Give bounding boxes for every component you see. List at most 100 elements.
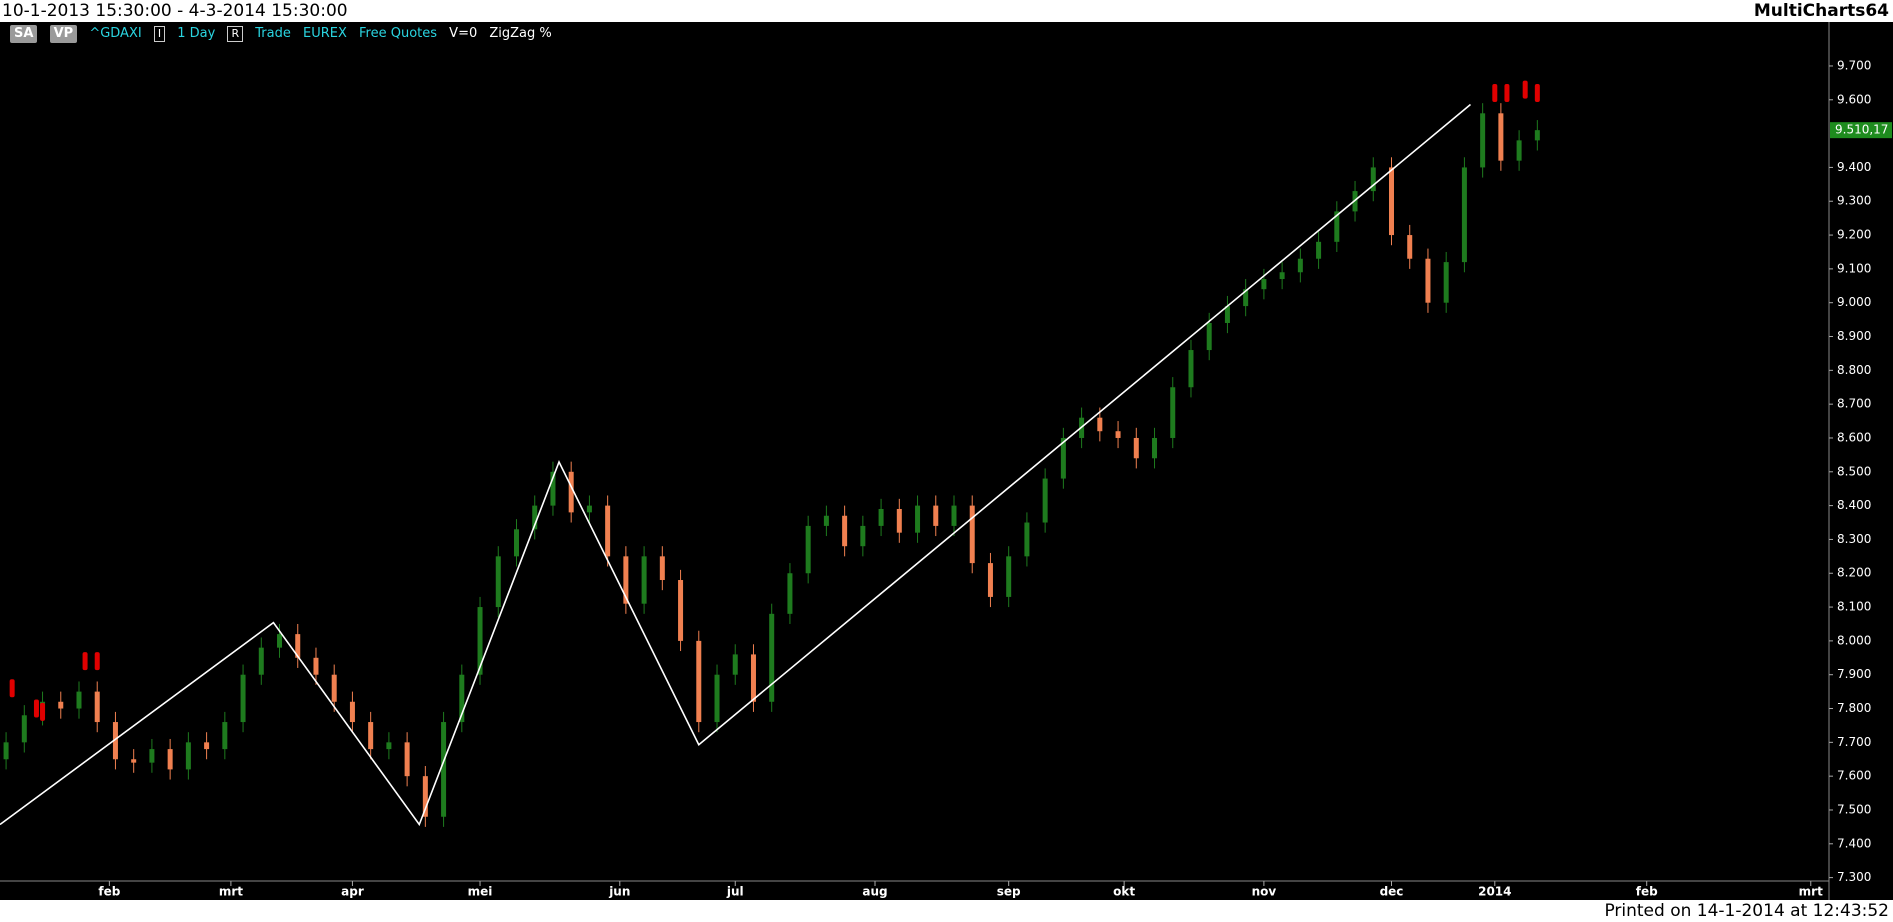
y-tick-label: 9.300 (1837, 194, 1871, 208)
app-name: MultiCharts64 (1753, 1, 1889, 21)
last-price-label: 9.510,17 (1835, 123, 1888, 137)
candle-body (1024, 522, 1030, 557)
candle-body (513, 529, 519, 557)
signal-marker (1522, 80, 1528, 99)
candle-body (933, 505, 939, 526)
y-tick-label: 8.100 (1837, 600, 1871, 614)
y-tick-label: 7.600 (1837, 769, 1871, 783)
candle-body (185, 742, 191, 770)
candle-body (1006, 556, 1012, 597)
candle-body (878, 508, 884, 526)
candle-body (1188, 350, 1194, 388)
candle-body (550, 471, 556, 506)
y-tick-label: 8.200 (1837, 566, 1871, 580)
candle-body (1115, 431, 1121, 438)
candle-body (167, 749, 173, 770)
resolution[interactable]: 1 Day (177, 26, 216, 41)
candle-body (532, 505, 538, 530)
candle-body (1498, 113, 1504, 161)
candle-body (1243, 289, 1249, 307)
exchange: EUREX (302, 26, 347, 41)
candle-body (805, 525, 811, 574)
candle-body (240, 674, 246, 723)
y-tick-label: 8.700 (1837, 397, 1871, 411)
candle-body (76, 691, 82, 709)
x-tick-label: nov (1252, 885, 1277, 899)
signal-marker (1534, 84, 1540, 103)
candle-body (678, 580, 684, 641)
y-tick-label: 9.000 (1837, 295, 1871, 309)
x-tick-label: mrt (1799, 885, 1823, 899)
x-tick-label: okt (1113, 885, 1135, 899)
y-tick-label: 8.400 (1837, 498, 1871, 512)
candle-body (714, 674, 720, 723)
y-tick-label: 7.700 (1837, 735, 1871, 749)
candle-body (915, 505, 921, 533)
candle-body (1516, 140, 1522, 161)
candle-body (696, 640, 702, 723)
candle-body (1279, 272, 1285, 280)
chart-background (0, 22, 1893, 900)
candle-body (295, 634, 301, 658)
x-tick-label: 2014 (1478, 885, 1511, 899)
signal-marker (33, 699, 39, 718)
chart: 7.300 7.400 7.500 7.600 7.700 7.800 7.900 8.000… (0, 22, 1893, 900)
y-tick-label: 7.500 (1837, 802, 1871, 816)
candle-body (1170, 387, 1176, 438)
candle-body (222, 722, 228, 750)
dropdown[interactable]: I (153, 26, 166, 42)
candle-body (277, 634, 283, 648)
candle-body (386, 742, 392, 750)
candle-body (94, 691, 100, 723)
y-tick-label: 9.200 (1837, 228, 1871, 242)
y-tick-label: 7.800 (1837, 701, 1871, 715)
candle-body (1443, 262, 1449, 303)
candle-body (459, 674, 465, 723)
candle-body (1060, 437, 1066, 479)
toolbar-button[interactable]: VP (49, 25, 78, 43)
candle-body (896, 508, 902, 533)
candle-body (641, 556, 647, 604)
candle-body (331, 674, 337, 702)
candle-body (586, 505, 592, 513)
signal-marker (9, 679, 15, 698)
signal-marker (40, 702, 46, 721)
x-tick-label: feb (1636, 885, 1658, 899)
x-tick-label: jul (726, 885, 744, 899)
candle-body (1042, 478, 1048, 523)
candle-body (1097, 417, 1103, 432)
x-tick-label: mrt (219, 885, 243, 899)
candle-body (422, 776, 428, 817)
candle-body (1297, 258, 1303, 273)
candle-body (1370, 167, 1376, 192)
zigzag-line (0, 103, 1472, 827)
candle-body (750, 654, 756, 702)
candle-body (1388, 167, 1394, 236)
candle-body (58, 701, 64, 709)
x-tick-label: aug (862, 885, 887, 899)
y-tick-label: 7.400 (1837, 836, 1871, 850)
data-source: Free Quotes (359, 26, 438, 41)
study-name[interactable]: ZigZag % (489, 26, 552, 41)
dropdown[interactable]: R (227, 26, 244, 42)
candle-body (951, 505, 957, 526)
x-tick-label: dec (1380, 885, 1404, 899)
candle-body (1261, 279, 1267, 290)
y-tick-label: 7.900 (1837, 667, 1871, 681)
signal-marker (1504, 84, 1510, 103)
candle-body (495, 556, 501, 608)
candle-body (605, 505, 611, 557)
toolbar-button[interactable]: SA (10, 25, 38, 43)
candle-body (112, 722, 118, 760)
symbol[interactable]: ^GDAXI (89, 26, 142, 41)
candle-body (204, 742, 210, 750)
y-tick-label: 9.400 (1837, 160, 1871, 174)
candle-body (623, 556, 629, 604)
signal-marker (82, 652, 88, 671)
candle-body (368, 722, 374, 750)
date-range: 10-1-2013 15:30:00 - 4-3-2014 15:30:00 (2, 1, 348, 21)
signal-marker (1492, 84, 1498, 103)
candle-body (1461, 167, 1467, 263)
candle-body (3, 742, 9, 760)
candle-body (842, 515, 848, 547)
